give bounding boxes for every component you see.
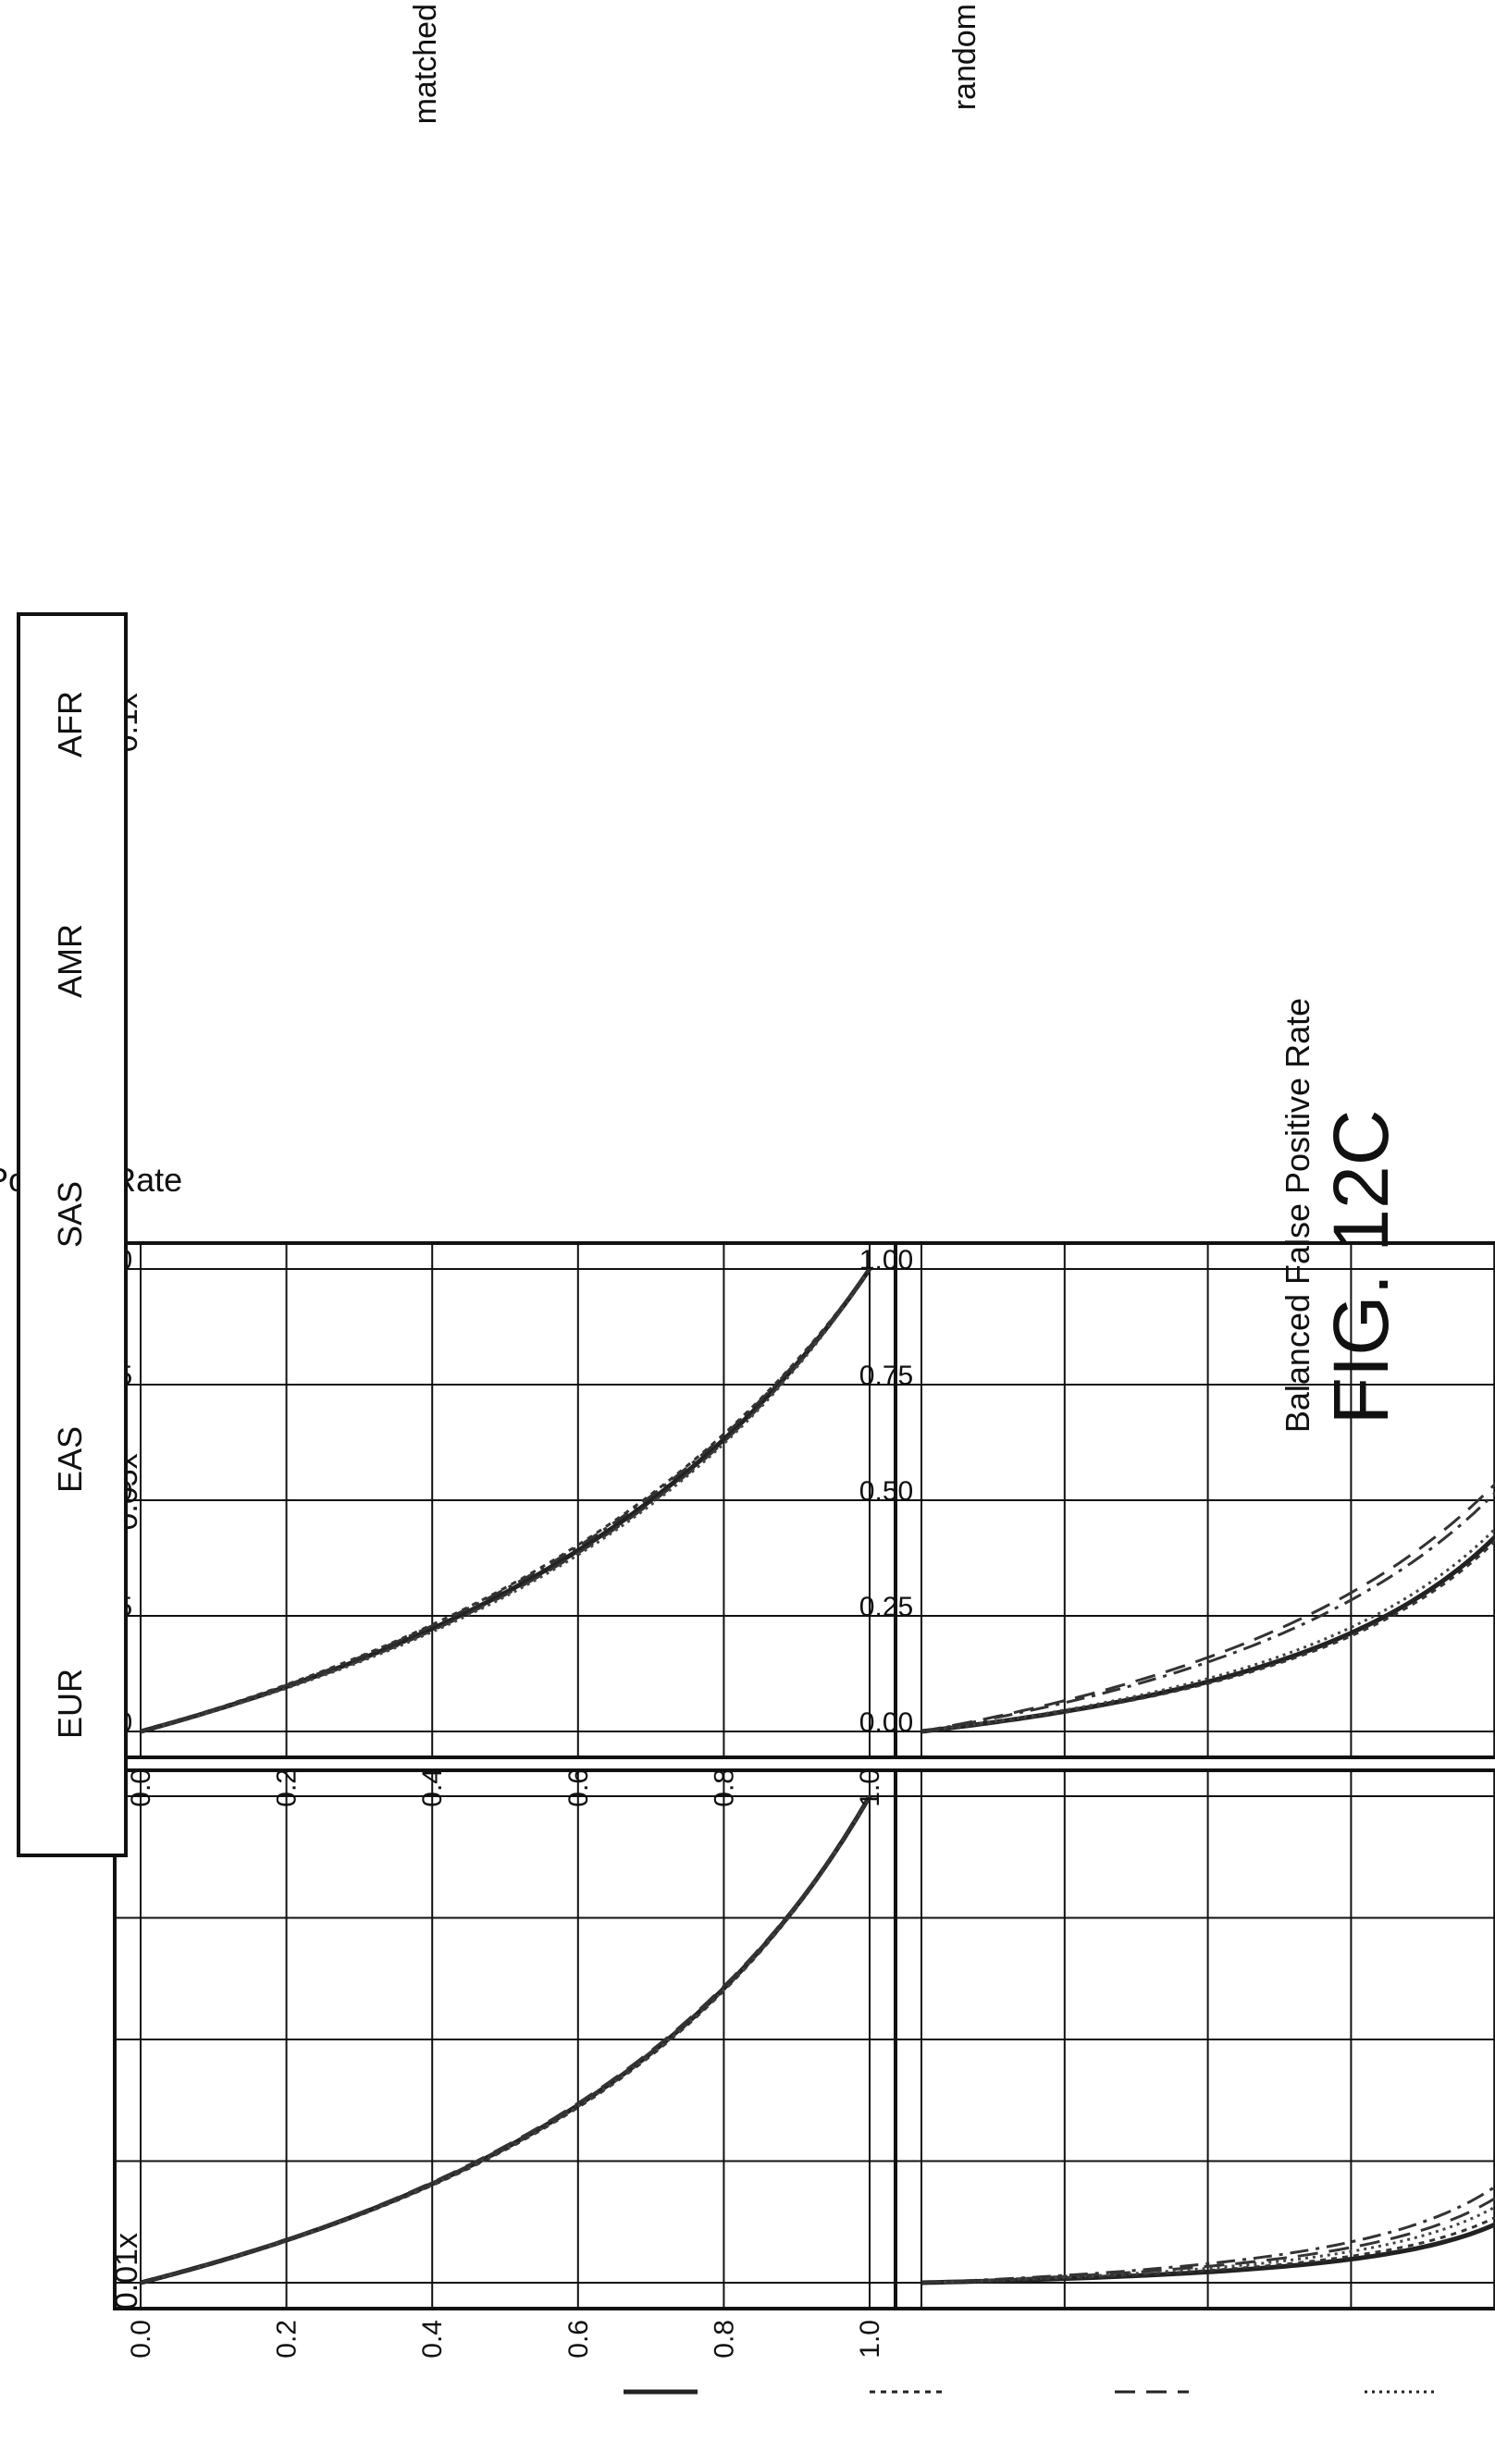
legend: EUR EAS SAS AMR AFR <box>17 612 1439 2395</box>
y-tick-label: 0.2 <box>272 2320 303 2359</box>
curve-afr <box>140 1795 871 2285</box>
y-tick-label: 0.6 <box>563 1768 594 1807</box>
y-tick-label: 0.0 <box>126 1768 156 1807</box>
x-tick-label: 0.25 <box>859 1592 913 1622</box>
curve-eur <box>921 1795 1495 2285</box>
x-axis-title: Balanced False Positive Rate <box>1279 998 1316 1433</box>
y-tick-label: 1.0 <box>855 1768 885 1807</box>
y-tick-label: 1.0 <box>855 2320 885 2359</box>
curve-eas <box>920 1268 1495 1733</box>
panel-random-0_05x <box>894 1241 1495 1759</box>
curve-eas <box>140 1795 871 2285</box>
x-tick-label: 0.75 <box>859 1361 913 1391</box>
panel-matched-0_01x <box>113 1768 897 2310</box>
facet-row-label: random <box>947 4 982 110</box>
y-tick-label: 0.8 <box>709 2320 739 2359</box>
x-tick-label: 1.00 <box>859 1245 913 1275</box>
y-tick-label: 0.6 <box>563 2320 594 2359</box>
x-tick-label: 0.50 <box>859 1476 913 1507</box>
legend-label-eur: EUR <box>51 1669 89 1739</box>
panel-border <box>894 1768 1495 2310</box>
curve-eur <box>920 1268 1495 1734</box>
legend-box <box>17 612 128 1857</box>
legend-label-eas: EAS <box>51 1426 89 1493</box>
curve-amr <box>140 1268 871 1733</box>
panel-random-0_01x <box>113 1241 897 1759</box>
y-tick-label: 0.4 <box>417 1768 448 1807</box>
curve-amr <box>140 1795 871 2285</box>
curve-afr <box>920 1268 1495 1733</box>
facet-row-label: matched <box>408 4 443 124</box>
legend-label-amr: AMR <box>51 924 89 998</box>
curve-amr <box>921 1795 1495 2285</box>
curve-sas <box>140 1795 871 2285</box>
figure-label: FIG. 12C <box>1317 1110 1404 1425</box>
panel-border <box>894 1241 1495 1759</box>
y-tick-label: 0.4 <box>417 2320 448 2359</box>
legend-label-afr: AFR <box>51 691 89 758</box>
y-tick-label: 0.2 <box>272 1768 303 1807</box>
y-tick-label: 0.8 <box>709 1768 739 1807</box>
legend-label-sas: SAS <box>51 1181 89 1248</box>
rotated-chart: 0.01x0.05x0.1xmatchedrandom0.00.20.40.60… <box>0 4 1495 2395</box>
y-tick-label: 0.0 <box>126 2320 156 2359</box>
curve-afr <box>140 1268 871 1733</box>
panel-matched-0_05x <box>894 1768 1495 2310</box>
curve-sas <box>920 1268 1495 1733</box>
x-tick-label: 0.00 <box>859 1707 913 1738</box>
